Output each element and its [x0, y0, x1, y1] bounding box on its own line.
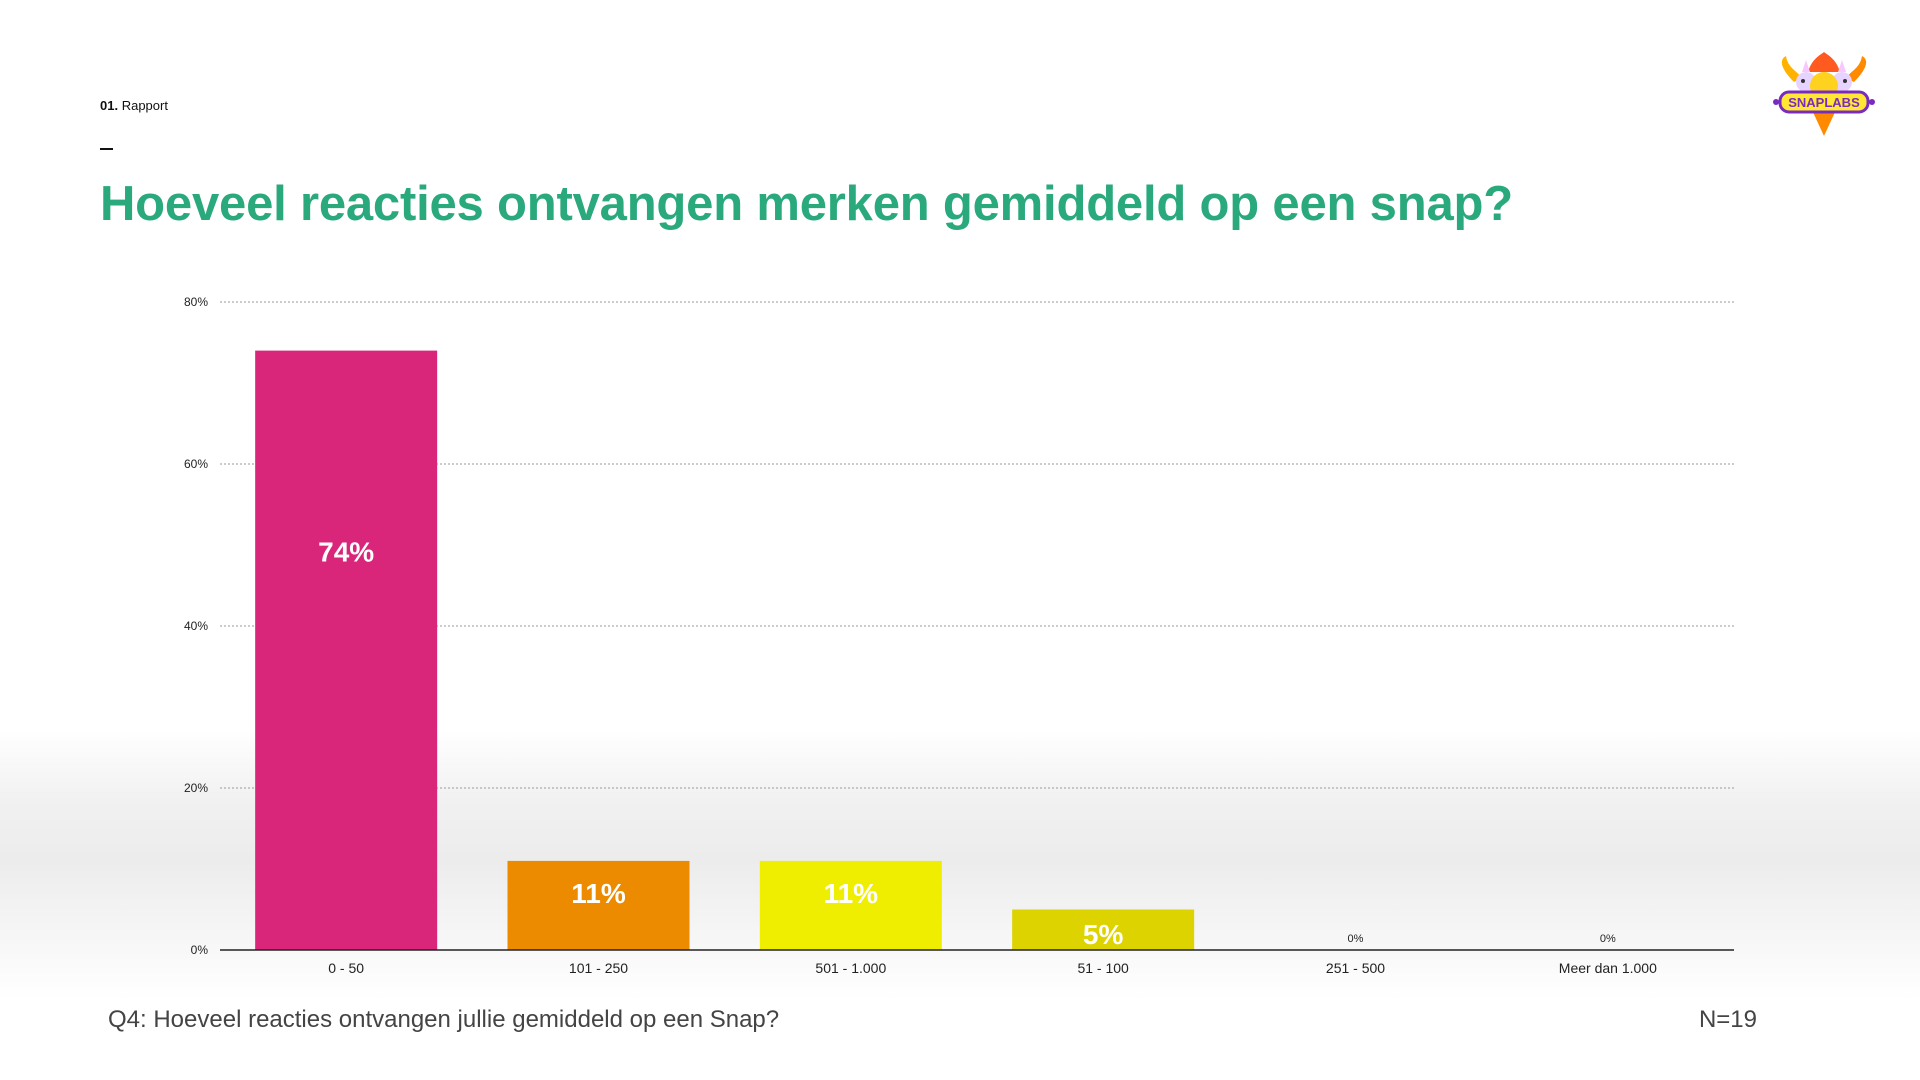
x-tick-label: 501 - 1.000	[815, 960, 886, 976]
title-dash	[100, 148, 113, 150]
x-tick-labels: 0 - 50 101 - 250 501 - 1.000 51 - 100 251 - …	[328, 960, 1657, 976]
y-tick-label: 60%	[184, 457, 208, 471]
section-name: Rapport	[121, 98, 168, 113]
x-tick-label: 251 - 500	[1326, 960, 1385, 976]
sample-size: N=19	[1698, 1006, 1757, 1033]
data-label: 11%	[571, 878, 626, 909]
gridlines	[220, 301, 1734, 789]
data-label: 0%	[1600, 933, 1616, 945]
data-label: 74%	[318, 536, 374, 567]
bar	[507, 860, 690, 950]
x-tick-label: Meer dan 1.000	[1559, 960, 1657, 976]
section-number: 01.	[100, 98, 119, 113]
y-tick-label: 0%	[191, 943, 209, 957]
y-tick-label: 40%	[184, 619, 208, 633]
bar	[759, 860, 942, 950]
page-title: Hoeveel reacties ontvangen merken gemidd…	[100, 177, 1513, 231]
snaplabs-unicorn-badge-icon: SNAPLABS	[1773, 52, 1875, 136]
logo-text: SNAPLABS	[1788, 95, 1860, 110]
y-tick-labels: 0% 20% 40% 60% 80%	[184, 295, 208, 957]
x-tick-label: 51 - 100	[1077, 960, 1129, 976]
x-tick-label: 0 - 50	[328, 960, 364, 976]
y-tick-label: 20%	[184, 781, 208, 795]
y-tick-label: 80%	[184, 295, 208, 309]
value-labels: 74% 11% 11% 5% 0% 0%	[318, 536, 1616, 950]
section-label: 01. Rapport	[100, 98, 168, 113]
bars	[255, 350, 1195, 951]
bar	[255, 350, 438, 951]
bar	[1012, 909, 1195, 950]
x-tick-label: 101 - 250	[569, 960, 628, 976]
data-label: 5%	[1083, 919, 1124, 950]
question-text: Q4: Hoeveel reacties ontvangen jullie ge…	[108, 1006, 780, 1033]
data-label: 0%	[1348, 933, 1364, 945]
data-label: 11%	[824, 878, 879, 909]
